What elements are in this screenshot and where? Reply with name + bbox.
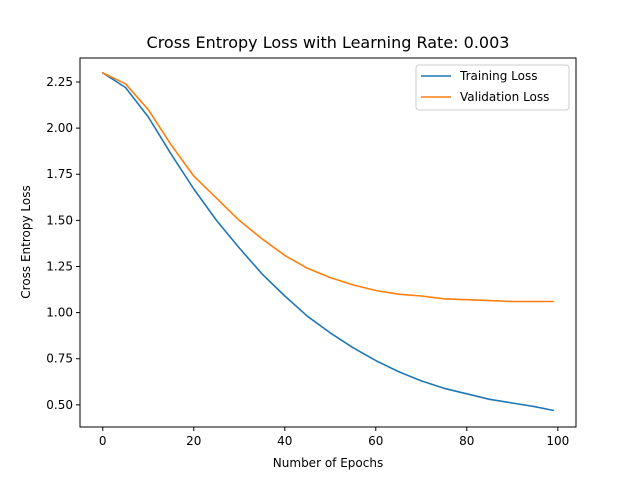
plot-frame [79, 57, 577, 428]
y-tick-label: 0.75 [46, 352, 73, 366]
y-tick-label: 1.75 [46, 167, 73, 181]
chart-title: Cross Entropy Loss with Learning Rate: 0… [147, 33, 510, 52]
y-tick-label: 1.25 [46, 259, 73, 273]
x-axis-ticks: 0 20 40 60 80 100 [99, 427, 569, 448]
series-line-validation-loss [102, 72, 555, 303]
y-axis-label: Cross Entropy Loss [19, 185, 33, 298]
legend-label: Validation Loss [460, 90, 549, 104]
x-tick-label: 0 [99, 434, 107, 448]
x-tick-label: 100 [546, 434, 569, 448]
y-tick-label: 2.00 [46, 121, 73, 135]
legend: Training Loss Validation Loss [415, 64, 570, 111]
series-lines [102, 72, 555, 412]
x-tick-label: 80 [459, 434, 474, 448]
x-tick-label: 60 [368, 434, 383, 448]
plot-area: 0 20 40 60 80 100 0.50 0.75 1.00 1.25 1.50 1.75 2.0… [46, 57, 577, 448]
x-tick-label: 40 [277, 434, 292, 448]
y-tick-label: 1.00 [46, 306, 73, 320]
y-axis-ticks: 0.50 0.75 1.00 1.25 1.50 1.75 2.00 2.25 [46, 75, 80, 412]
y-tick-label: 2.25 [46, 75, 73, 89]
legend-box [415, 64, 570, 111]
x-tick-label: 20 [186, 434, 201, 448]
x-axis-label: Number of Epochs [273, 456, 383, 470]
y-tick-label: 0.50 [46, 398, 73, 412]
series-line-training-loss [102, 72, 555, 412]
y-tick-label: 1.50 [46, 213, 73, 227]
legend-label: Training Loss [459, 69, 537, 83]
